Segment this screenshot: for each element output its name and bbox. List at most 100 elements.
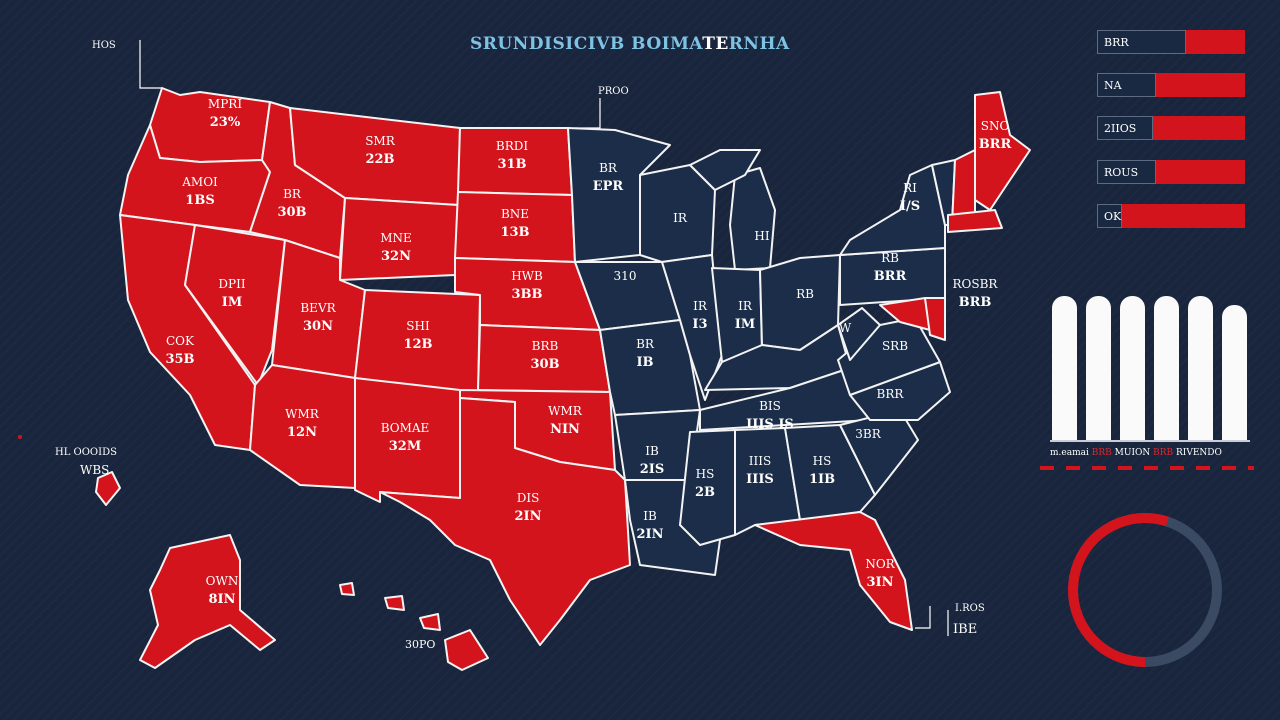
state-label-ok-1: NIN xyxy=(550,422,580,437)
state-label-ak-0: OWN xyxy=(206,574,239,588)
hawaii-islet-left[interactable] xyxy=(95,471,121,506)
legend-row: OK xyxy=(1097,204,1245,228)
state-label-in-0: IR xyxy=(738,299,753,313)
state-label-ms-0: HS xyxy=(696,467,715,481)
state-label-or-0: AMOI xyxy=(181,175,218,189)
legend-label: NA xyxy=(1097,73,1156,97)
state-label-ca-1: 35B xyxy=(165,352,194,367)
state-label-nc-0: BRR xyxy=(877,387,905,401)
state-texas[interactable] xyxy=(379,397,631,646)
state-label-tx-1: 2IN xyxy=(514,509,541,524)
state-alaska[interactable] xyxy=(139,534,276,669)
bar-caption-a: m.eamai xyxy=(1050,448,1089,458)
state-label-mn-1: EPR xyxy=(593,179,624,194)
donut-chart xyxy=(1068,513,1222,667)
state-label-wa-1: 23% xyxy=(210,115,241,130)
bar-column xyxy=(1052,296,1077,440)
state-label-wy-1: 32N xyxy=(381,249,411,264)
bar-column xyxy=(1154,296,1179,440)
state-label-fl-0: NOR xyxy=(865,557,895,571)
state-label-il-1: I3 xyxy=(692,317,707,332)
state-label-pa-0: RB xyxy=(881,251,899,265)
state-label-de-0: ROSBR xyxy=(953,277,999,291)
state-label-ms-1: 2B xyxy=(695,485,715,500)
title-main-text: SRUNDISICIVB BOIMA xyxy=(470,34,703,54)
title-accent-text: TE xyxy=(702,34,729,54)
state-mississippi[interactable] xyxy=(679,429,736,546)
state-label-nd-0: BRDI xyxy=(496,139,528,153)
state-michigan[interactable] xyxy=(729,167,776,271)
state-label-al-1: IIIS xyxy=(746,472,774,487)
state-label-mi-0: HI xyxy=(754,229,769,243)
state-label-nd-1: 31B xyxy=(497,157,526,172)
state-label-ar-1: 2IS xyxy=(640,462,665,477)
state-label-or-1: 1BS xyxy=(185,193,214,208)
bar-column xyxy=(1222,305,1247,440)
state-michigan-up[interactable] xyxy=(689,149,761,191)
state-label-il-0: IR xyxy=(693,299,708,313)
state-label-mt-0: SMR xyxy=(365,134,396,148)
state-label-pa-1: BRR xyxy=(874,269,907,284)
state-label-ca-0: COK xyxy=(166,334,195,348)
state-west-virginia[interactable] xyxy=(837,307,881,361)
leader-line-florida xyxy=(915,606,931,629)
state-label-ks-1: 30B xyxy=(530,357,559,372)
state-georgia[interactable] xyxy=(784,424,876,521)
bar-column xyxy=(1188,296,1213,440)
state-label-wa-0: MPRI xyxy=(208,97,242,111)
bar-caption-d: BRB xyxy=(1153,448,1174,458)
state-new-york[interactable] xyxy=(839,164,946,256)
legend-label: BRR xyxy=(1097,30,1186,54)
state-label-ar-0: IB xyxy=(645,444,659,458)
bar-column xyxy=(1086,296,1111,440)
state-label-nm-1: 32M xyxy=(389,439,421,454)
state-hawaii-kauai[interactable] xyxy=(339,582,355,596)
legend-bar xyxy=(1153,116,1245,140)
state-label-ok-0: WMR xyxy=(548,404,583,418)
state-label-nm-0: BOMAE xyxy=(381,421,430,435)
state-label-mo-0: BR xyxy=(636,337,655,351)
bar-column xyxy=(1120,296,1145,440)
legend-row: ROUS xyxy=(1097,160,1245,184)
state-label-wi-0: IR xyxy=(673,211,688,225)
state-label-nv-0: DPII xyxy=(218,277,245,291)
map-title: SRUNDISICIVB BOIMATERNHA xyxy=(470,34,820,54)
legend-label: ROUS xyxy=(1097,160,1156,184)
legend-row: 2IIOS xyxy=(1097,116,1245,140)
left-tag-hi: HL OOOIDS xyxy=(55,447,117,458)
state-label-ny-1: I/S xyxy=(900,199,920,214)
state-label-ga-0: HS xyxy=(813,454,832,468)
state-label-nv-1: IM xyxy=(222,295,242,310)
bar-tick-strip xyxy=(1040,466,1254,470)
state-label-co-0: SHI xyxy=(406,319,430,333)
florida-tag-b: IBE xyxy=(953,622,978,637)
state-label-la-1: 2IN xyxy=(636,527,663,542)
hawaii-label: 30PO xyxy=(405,638,436,651)
state-label-sd-1: 13B xyxy=(500,225,529,240)
state-label-ia-0: 310 xyxy=(614,269,637,283)
state-hawaii-maui[interactable] xyxy=(419,613,441,631)
state-label-wv-0: W xyxy=(839,321,852,335)
state-label-de-1: BRB xyxy=(959,295,992,310)
legend-bar xyxy=(1122,204,1245,228)
state-label-ga-1: 1IB xyxy=(809,472,835,487)
state-delaware[interactable] xyxy=(924,297,946,341)
top-center-tag: PROO xyxy=(598,86,629,97)
state-label-oh-0: RB xyxy=(796,287,814,301)
state-label-ne-1: 3BB xyxy=(511,287,542,302)
state-florida[interactable] xyxy=(754,511,913,631)
state-label-ut-1: 30N xyxy=(303,319,333,334)
state-hawaii-oahu[interactable] xyxy=(384,595,405,611)
state-illinois[interactable] xyxy=(661,254,723,401)
state-massachusetts[interactable] xyxy=(947,209,1003,233)
leader-line-top-center xyxy=(575,98,601,129)
legend-row: NA xyxy=(1097,73,1245,97)
state-hawaii-big[interactable] xyxy=(444,629,489,671)
state-label-tx-0: DIS xyxy=(517,491,540,505)
state-label-sd-0: BNE xyxy=(501,207,529,221)
state-label-az-1: 12N xyxy=(287,425,317,440)
state-label-al-0: IIIS xyxy=(749,454,771,468)
top-left-tag: HOS xyxy=(92,40,116,51)
state-label-sc-0: 3BR xyxy=(855,427,881,441)
legend-row: BRR xyxy=(1097,30,1245,54)
